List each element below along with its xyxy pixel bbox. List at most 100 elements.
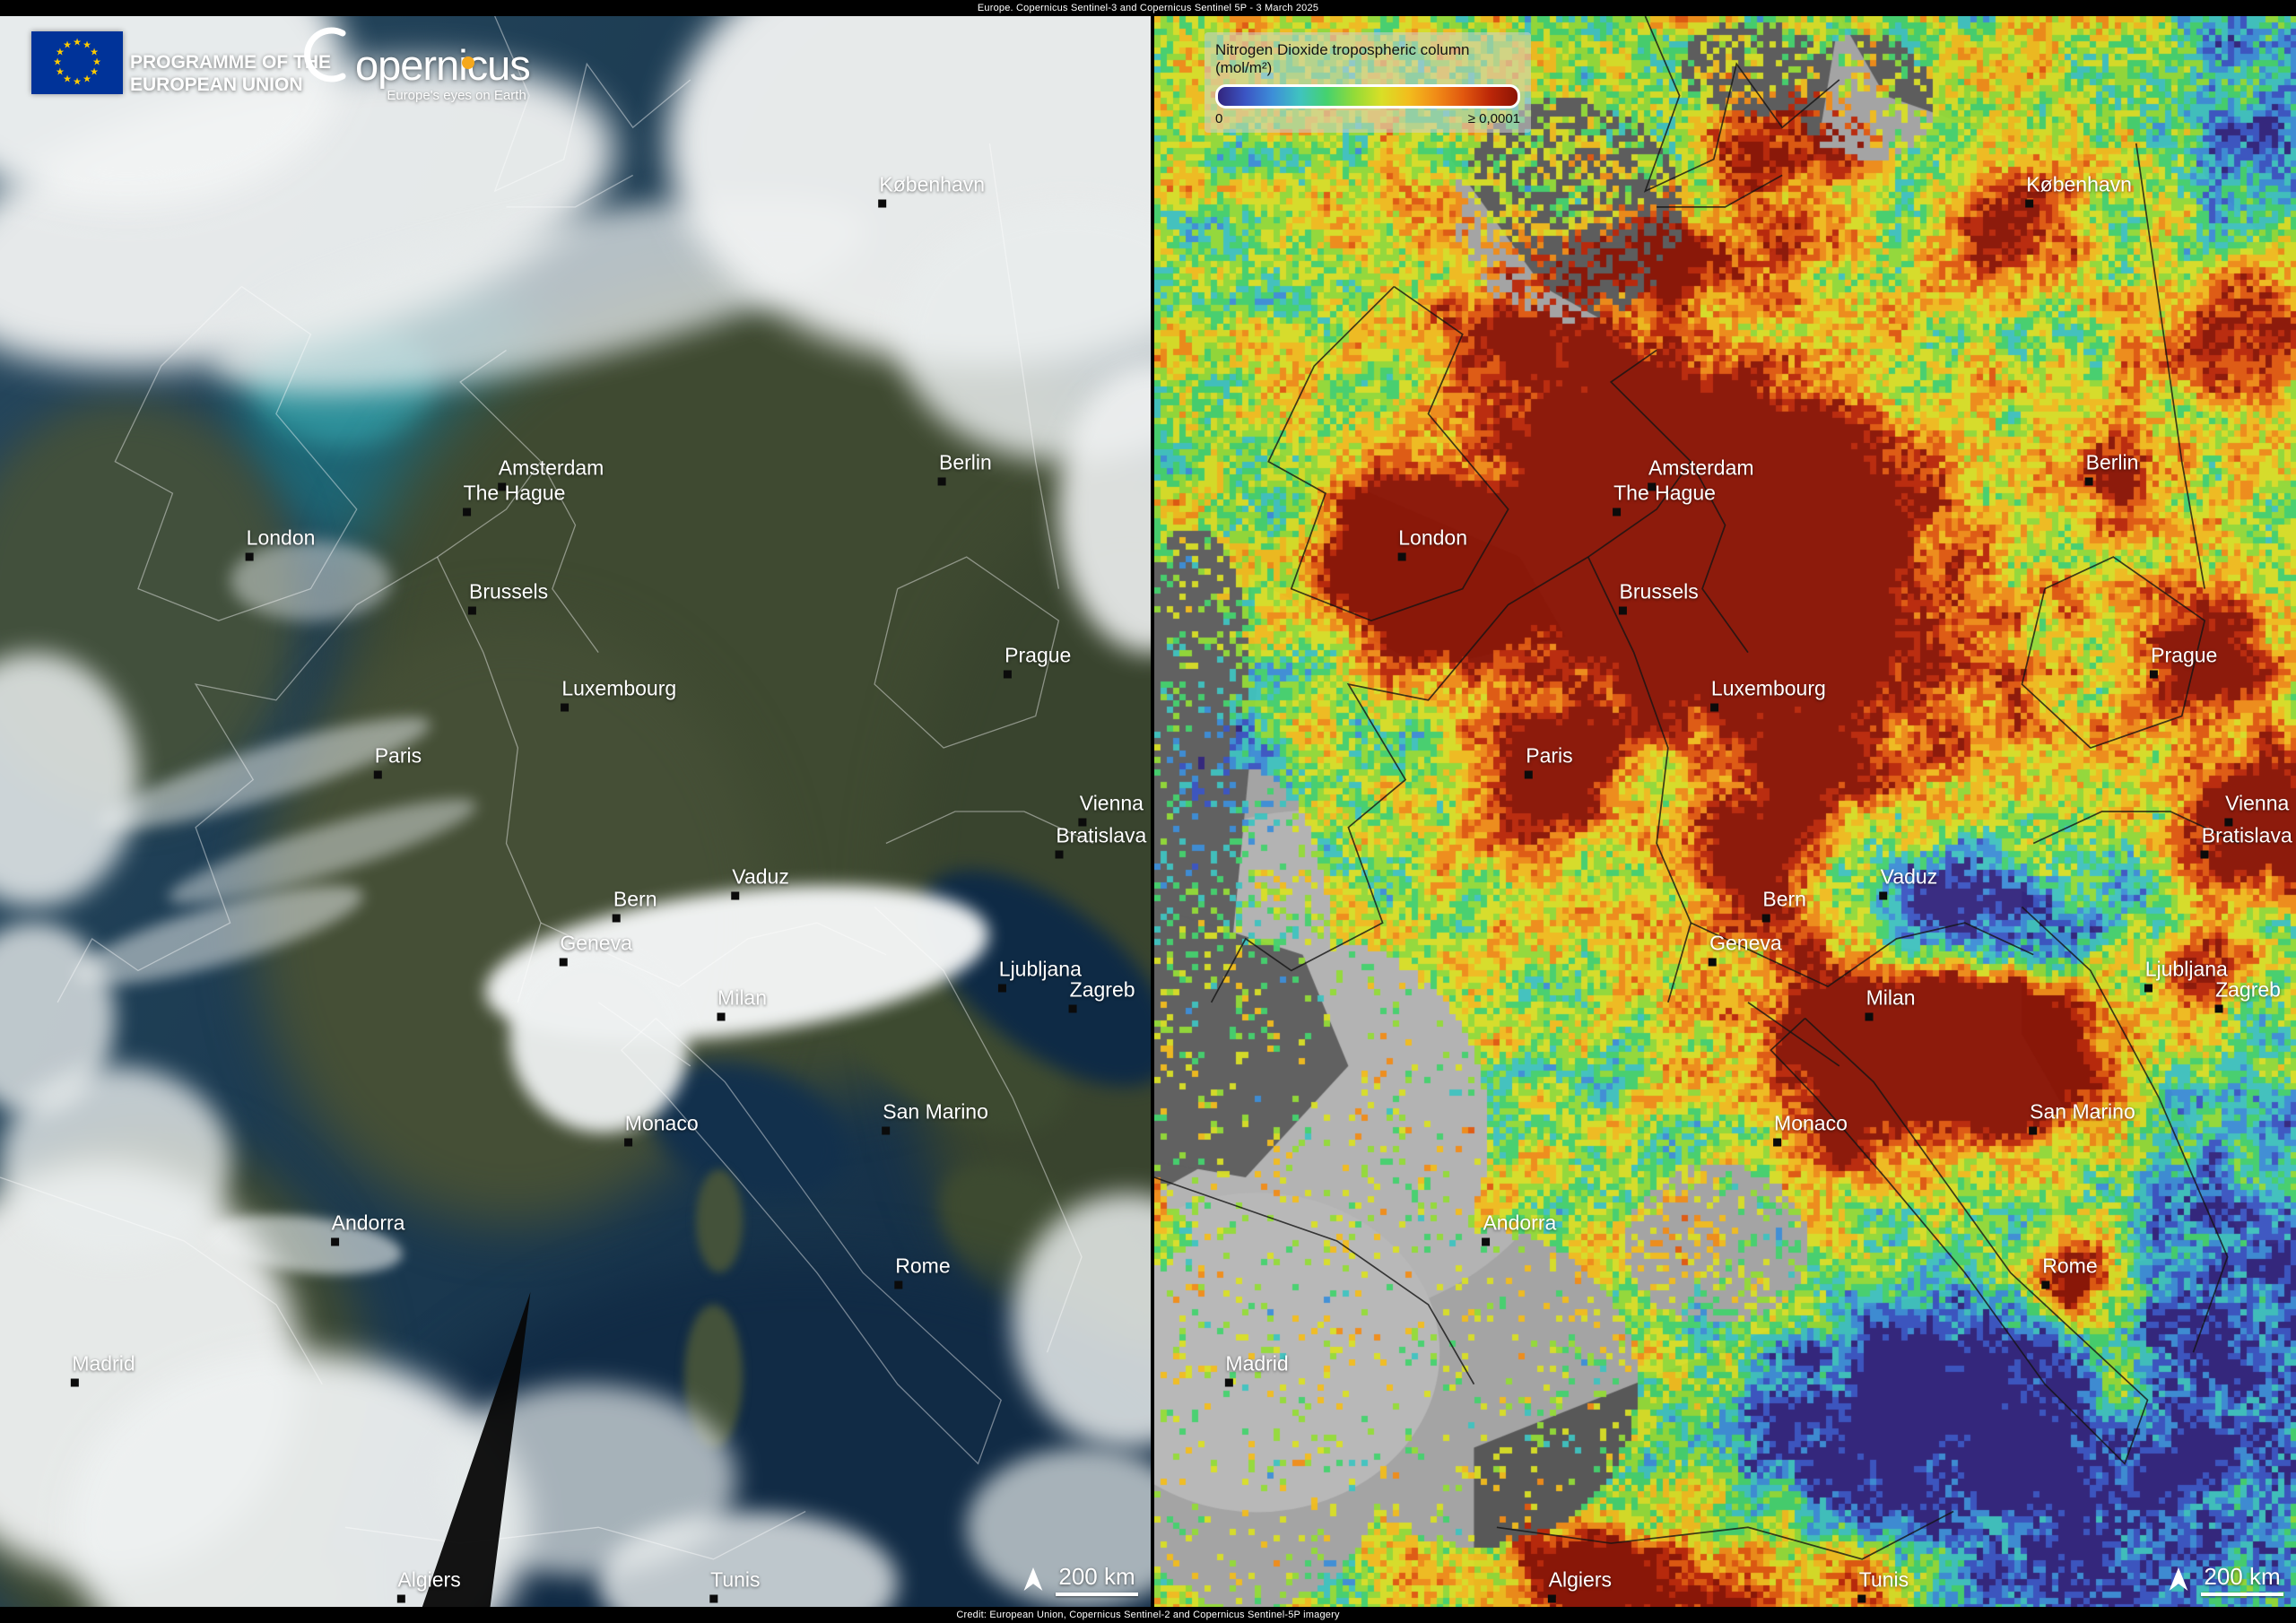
- city-label-london: London: [245, 525, 316, 561]
- programme-text: PROGRAMME OF THE EUROPEAN UNION: [130, 52, 331, 96]
- border-line: [1154, 1177, 1474, 1384]
- credit-bar: Credit: European Union, Copernicus Senti…: [0, 1607, 2296, 1623]
- border-line: [598, 1002, 691, 1066]
- border-line: [495, 16, 691, 191]
- border-line: [2136, 143, 2205, 589]
- eu-star-icon: ★: [83, 39, 91, 51]
- city-marker: [1078, 818, 1087, 827]
- city-label-andorra: Andorra: [1482, 1211, 1557, 1246]
- city-label-ljubljana: Ljubljana: [2144, 957, 2228, 993]
- header-title: Europe. Copernicus Sentinel-3 and Copern…: [977, 3, 1319, 13]
- city-marker: [330, 1237, 339, 1246]
- legend-min-label: 0: [1215, 111, 1223, 126]
- city-label-tunis: Tunis: [1857, 1567, 1909, 1603]
- city-name: Paris: [374, 743, 422, 768]
- city-name: Bern: [1762, 887, 1806, 911]
- credit-text: Credit: European Union, Copernicus Senti…: [956, 1610, 1340, 1620]
- city-marker: [1055, 850, 1064, 859]
- city-name: Tunis: [1858, 1567, 1909, 1592]
- legend-max-label: ≥ 0,0001: [1467, 111, 1520, 126]
- city-name: Ljubljana: [2144, 957, 2228, 981]
- legend: Nitrogen Dioxide tropospheric column (mo…: [1205, 32, 1531, 133]
- city-marker: [561, 703, 570, 712]
- city-name: London: [246, 525, 316, 550]
- city-name: Milan: [718, 985, 768, 1010]
- header-bar: Europe. Copernicus Sentinel-3 and Copern…: [0, 0, 2296, 16]
- eu-star-icon: ★: [53, 56, 62, 68]
- border-line: [541, 462, 598, 653]
- border-line: [57, 351, 541, 1002]
- city-name: Amsterdam: [1648, 456, 1754, 480]
- border-line: [2022, 557, 2205, 748]
- city-label-ljubljana: Ljubljana: [997, 957, 1082, 993]
- city-label-san-marino: San Marino: [2029, 1100, 2135, 1135]
- city-name: Andorra: [1483, 1211, 1557, 1235]
- eu-star-icon: ★: [83, 74, 91, 85]
- city-marker: [1709, 703, 1718, 712]
- city-marker: [396, 1594, 405, 1603]
- city-marker: [612, 914, 621, 923]
- eu-star-icon: ★: [56, 66, 65, 78]
- border-line: [1770, 1019, 2147, 1464]
- eu-flag: ★ ★ ★ ★ ★ ★ ★ ★ ★ ★ ★ ★: [31, 31, 123, 94]
- city-name: Vienna: [1079, 791, 1144, 815]
- city-name: Rome: [2042, 1254, 2098, 1278]
- map-texture-blob: [0, 1065, 230, 1257]
- city-label-k-benhavn: København: [2025, 173, 2132, 208]
- city-marker: [938, 477, 947, 486]
- programme-line1: PROGRAMME OF THE: [130, 52, 331, 73]
- city-marker: [1709, 958, 1718, 967]
- city-marker: [2144, 984, 2152, 993]
- north-arrow-icon: [1023, 1567, 1043, 1591]
- city-label-paris: Paris: [373, 743, 422, 779]
- city-marker: [2025, 199, 2034, 208]
- city-label-london: London: [1397, 525, 1467, 561]
- city-label-zagreb: Zagreb: [2214, 977, 2281, 1013]
- city-label-vienna: Vienna: [1078, 791, 1144, 827]
- city-name: Prague: [2151, 643, 2218, 667]
- city-label-milan: Milan: [717, 985, 768, 1021]
- city-marker: [2150, 670, 2159, 679]
- city-marker: [1761, 914, 1770, 923]
- city-marker: [2200, 850, 2209, 859]
- city-marker: [497, 482, 506, 491]
- border-line: [1212, 351, 1692, 1002]
- eu-star-icon: ★: [73, 76, 82, 88]
- city-label-algiers: Algiers: [396, 1567, 461, 1603]
- city-marker: [882, 1126, 891, 1135]
- city-marker: [1397, 552, 1406, 561]
- city-label-the-hague: The Hague: [462, 482, 565, 516]
- city-name: Berlin: [2085, 450, 2139, 474]
- border-line: [0, 1177, 322, 1384]
- city-label-berlin: Berlin: [2084, 450, 2139, 486]
- city-name: Monaco: [1774, 1111, 1848, 1135]
- city-name: Bratislava: [2201, 823, 2292, 847]
- city-label-berlin: Berlin: [938, 451, 992, 486]
- city-name: Tunis: [710, 1567, 761, 1592]
- border-line: [886, 812, 1093, 843]
- border-line: [622, 1019, 1001, 1464]
- city-name: Madrid: [72, 1351, 135, 1376]
- city-label-geneva: Geneva: [559, 932, 632, 967]
- city-name: London: [1398, 525, 1467, 550]
- city-label-luxembourg: Luxembourg: [1709, 677, 1826, 712]
- city-marker: [1525, 770, 1534, 779]
- city-marker: [1618, 606, 1627, 615]
- copernicus-tagline: Europe's eyes on Earth: [387, 88, 526, 103]
- city-marker: [1865, 1012, 1874, 1021]
- city-label-san-marino: San Marino: [882, 1100, 988, 1135]
- city-name: Amsterdam: [498, 456, 604, 480]
- border-line: [1691, 462, 1748, 653]
- city-label-vaduz: Vaduz: [1879, 864, 1937, 900]
- city-name: Milan: [1866, 985, 1916, 1010]
- city-label-monaco: Monaco: [623, 1111, 699, 1147]
- city-label-milan: Milan: [1865, 985, 1916, 1021]
- eu-star-icon: ★: [63, 39, 72, 51]
- copernicus-logo: opernicus Europe's eyes on Earth: [296, 23, 531, 103]
- city-name: Geneva: [1709, 931, 1782, 955]
- eu-star-icon: ★: [63, 74, 72, 85]
- city-name: Rome: [895, 1254, 951, 1278]
- copernicus-wordmark: opernicus: [355, 41, 531, 89]
- eu-star-icon: ★: [90, 47, 99, 58]
